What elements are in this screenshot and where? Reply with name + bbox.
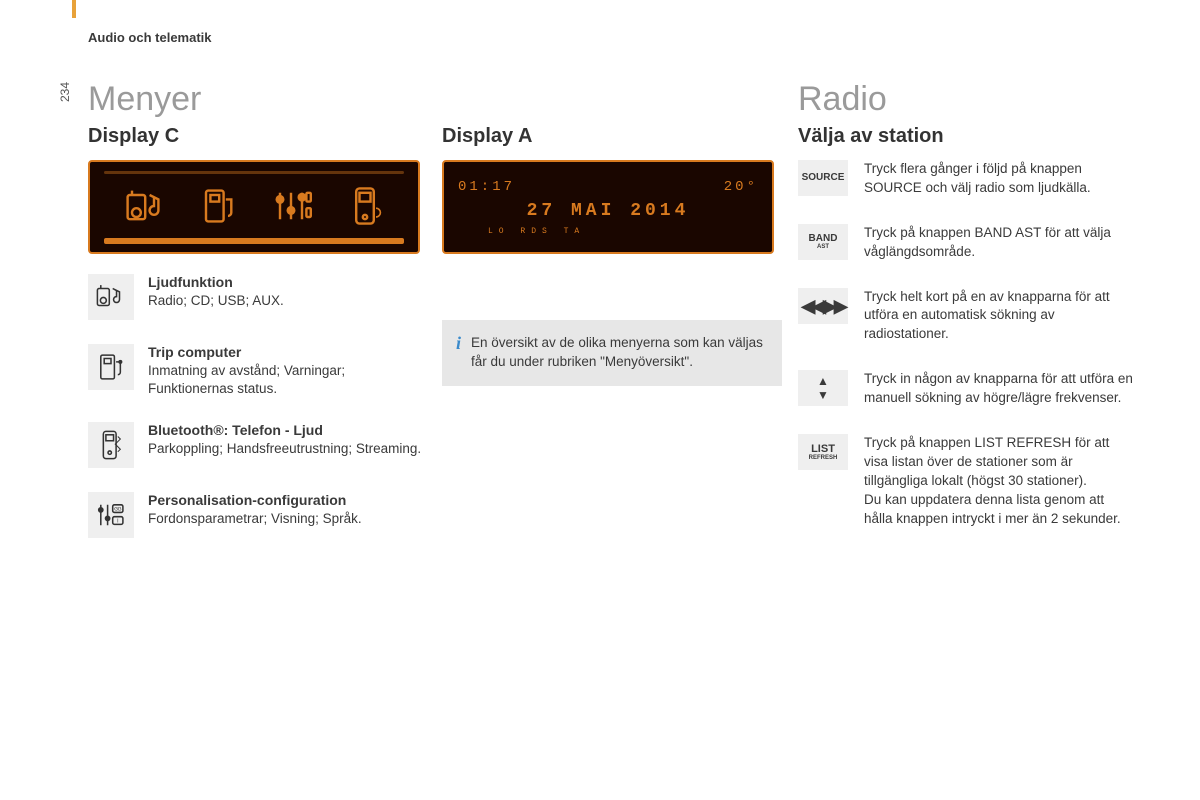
menu-item-bluetooth: Bluetooth®: Telefon - Ljud Parkoppling; … (88, 422, 428, 468)
list-refresh-button[interactable]: LIST REFRESH (798, 434, 848, 470)
menu-item-trip: Trip computer Inmatning av avstånd; Varn… (88, 344, 428, 398)
menu-item-audio: Ljudfunktion Radio; CD; USB; AUX. (88, 274, 428, 320)
lcd-audio-icon (115, 178, 171, 234)
item-desc: Inmatning av avstånd; Varningar; Funktio… (148, 363, 345, 396)
source-button[interactable]: SOURCE (798, 160, 848, 196)
title-radio: Radio (798, 80, 1133, 119)
subtitle-valja: Välja av station (798, 125, 1133, 148)
lcd-time: 01:17 (458, 179, 515, 195)
subtitle-display-a: Display A (442, 125, 782, 148)
radio-row-seek: ◀◀▶▶ Tryck helt kort på en av knapparna … (798, 288, 1133, 345)
info-icon: i (456, 334, 461, 372)
lcd-config-icon (263, 178, 319, 234)
updown-buttons[interactable]: ▲▼ (798, 370, 848, 406)
item-title: Trip computer (148, 344, 428, 360)
display-a-screen: 01:17 20° 27 MAI 2014 LO RDS TA (442, 160, 774, 254)
page-number: 234 (58, 82, 72, 102)
item-desc: Radio; CD; USB; AUX. (148, 293, 284, 308)
bluetooth-icon (88, 422, 134, 468)
column-radio: Radio Välja av station SOURCE Tryck fler… (798, 80, 1133, 554)
lcd-trip-icon (189, 178, 245, 234)
section-header: Audio och telematik (88, 30, 212, 45)
item-title: Bluetooth®: Telefon - Ljud (148, 422, 421, 438)
band-ast-button[interactable]: BAND AST (798, 224, 848, 260)
source-desc: Tryck flera gånger i följd på knappen SO… (864, 160, 1133, 198)
lcd-flags: LO RDS TA (458, 227, 758, 236)
seek-desc: Tryck helt kort på en av knapparna för a… (864, 288, 1133, 345)
menu-item-config: GB I Personalisation-configuration Fordon… (88, 492, 428, 538)
display-c-screen (88, 160, 420, 254)
info-box: i En översikt av de olika menyerna som k… (442, 320, 782, 386)
lcd-phone-icon (337, 178, 393, 234)
column-display-a: . Display A 01:17 20° 27 MAI 2014 LO RDS… (442, 80, 782, 386)
svg-text:GB: GB (114, 507, 122, 513)
accent-bar (72, 0, 76, 18)
manual-desc: Tryck in någon av knapparna för att utfö… (864, 370, 1133, 408)
title-menyer: Menyer (88, 80, 428, 119)
svg-text:I: I (117, 519, 118, 525)
radio-row-manual: ▲▼ Tryck in någon av knapparna för att u… (798, 370, 1133, 408)
trip-icon (88, 344, 134, 390)
column-menus: Menyer Display C Ljudfunktion Radio; CD; (88, 80, 428, 562)
list-desc: Tryck på knappen LIST REFRESH för att vi… (864, 434, 1133, 528)
audio-icon (88, 274, 134, 320)
item-title: Ljudfunktion (148, 274, 284, 290)
seek-buttons[interactable]: ◀◀▶▶ (798, 288, 848, 324)
band-desc: Tryck på knappen BAND AST för att välja … (864, 224, 1133, 262)
lcd-date: 27 MAI 2014 (527, 201, 690, 221)
lcd-temp: 20° (724, 179, 758, 195)
info-text: En översikt av de olika menyerna som kan… (471, 334, 764, 372)
item-desc: Fordonsparametrar; Visning; Språk. (148, 511, 362, 526)
subtitle-display-c: Display C (88, 125, 428, 148)
radio-row-source: SOURCE Tryck flera gånger i följd på kna… (798, 160, 1133, 198)
config-icon: GB I (88, 492, 134, 538)
item-title: Personalisation-configuration (148, 492, 362, 508)
item-desc: Parkoppling; Handsfreeutrustning; Stream… (148, 441, 421, 456)
radio-row-band: BAND AST Tryck på knappen BAND AST för a… (798, 224, 1133, 262)
radio-row-list: LIST REFRESH Tryck på knappen LIST REFRE… (798, 434, 1133, 528)
